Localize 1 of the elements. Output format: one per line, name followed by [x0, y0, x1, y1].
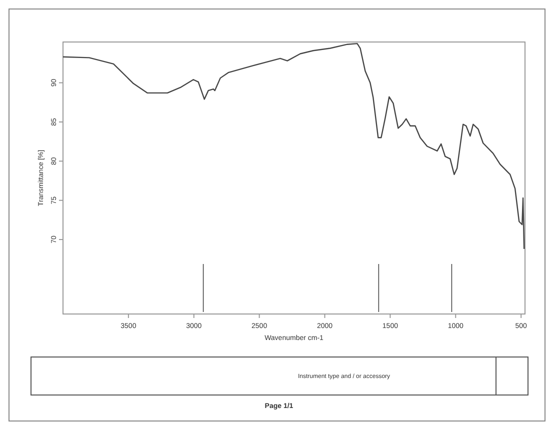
line-series	[62, 42, 525, 250]
